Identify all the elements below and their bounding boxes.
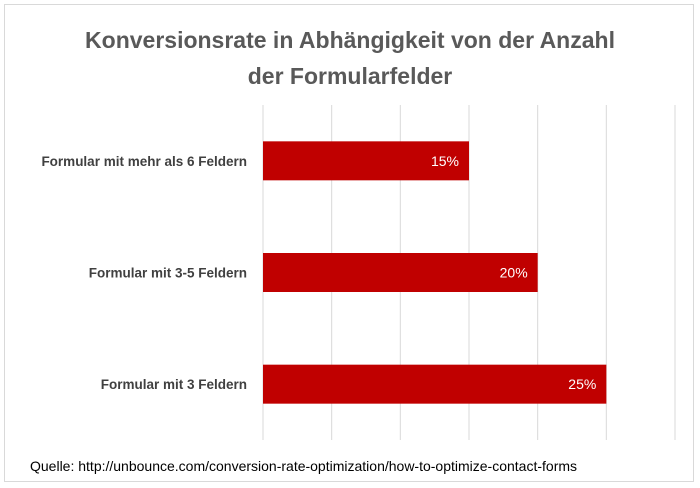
bar — [263, 364, 607, 404]
chart-title-line-1: Konversionsrate in Abhängigkeit von der … — [85, 27, 615, 53]
data-label: 20% — [500, 265, 528, 281]
value-labels: 15% 20% 25% — [431, 153, 596, 392]
category-label: Formular mit mehr als 6 Feldern — [41, 154, 247, 169]
category-label: Formular mit 3-5 Feldern — [89, 266, 247, 281]
bar — [263, 141, 469, 181]
bars — [263, 141, 607, 404]
category-labels: Formular mit mehr als 6 Feldern Formular … — [41, 154, 247, 392]
source-note: Quelle: http://unbounce.com/conversion-r… — [30, 458, 578, 474]
data-label: 25% — [568, 376, 596, 392]
chart-title: Konversionsrate in Abhängigkeit von der … — [0, 22, 700, 94]
category-label: Formular mit 3 Feldern — [101, 377, 247, 392]
data-label: 15% — [431, 153, 459, 169]
chart-title-line-2: der Formularfelder — [247, 63, 453, 89]
bar — [263, 253, 538, 292]
